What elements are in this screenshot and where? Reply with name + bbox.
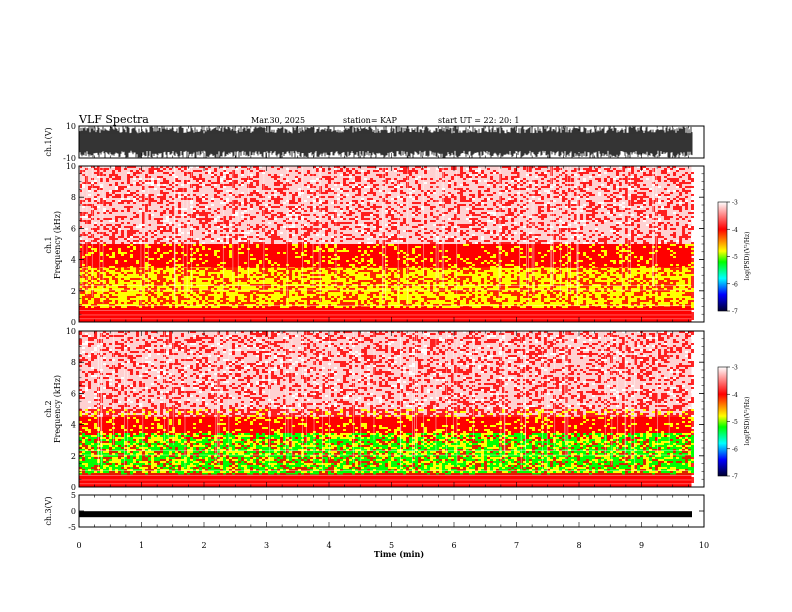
ch1-texture-yellow [79,244,694,308]
cb1-tick-label: -3 [732,200,738,207]
ch3-wave-ytick-label: 5 [71,491,76,500]
x-tick-label: 6 [451,541,456,550]
ch2-texture-green [79,433,694,473]
figure-title: VLF Spectra [78,113,149,126]
cb2-tick-label: -5 [732,419,738,426]
cb2-tick-label: -4 [732,392,738,399]
cb2-tick-label: -7 [732,474,738,481]
ch2-spec-ylabel-ch: ch.2 [44,400,53,417]
ch1-spec-ylabel-ch: ch.1 [44,236,53,253]
ch1-ytick-label: 8 [71,193,76,202]
cb2-gradient [717,366,728,477]
start-time-label: start UT = 22: 20: 1 [438,116,519,125]
x-tick-label: 9 [639,541,644,550]
ch1-ytick-label: 10 [66,162,76,171]
ch1-wave-ytick-label: 10 [66,122,76,131]
ch1-ytick-label: 6 [71,224,76,233]
ch2-ytick-label: 2 [71,452,76,461]
ch3-waveform-panel: -5 0 5 [68,491,705,532]
x-tick-label: 10 [699,541,709,550]
ch2-texture-red [79,331,694,487]
ch3-wave-ylabel: ch.3(V) [44,496,53,525]
cb1-gradient [717,201,728,312]
x-tick-label: 7 [514,541,519,550]
ch2-ytick-label: 6 [71,389,76,398]
time-axis: 0 1 2 3 4 5 6 7 8 9 10 [76,541,709,550]
station-label: station= KAP [343,116,398,125]
ch3-wave-ytick-label: 0 [71,507,76,516]
ch2-ytick-label: 8 [71,358,76,367]
ch1-spectrogram-panel: 0 2 4 6 8 10 [66,162,705,327]
colorbar-ch1: -3 -4 -5 -6 -7 [717,200,738,316]
cb1-tick-label: -6 [732,281,738,288]
ch1-waveform-panel: 10 -10 [63,122,705,163]
cb1-tick-label: -4 [732,227,738,234]
ch1-ytick-label: 2 [71,287,76,296]
ch2-ytick-label: 4 [71,421,76,430]
x-tick-label: 5 [389,541,394,550]
ch1-wave-ytick-label: -10 [63,154,76,163]
cb1-tick-label: -5 [732,254,738,261]
ch1-ytick-label: 4 [71,256,76,265]
x-axis-label: Time (min) [374,549,424,559]
x-tick-label: 1 [139,541,144,550]
ch1-wave-ylabel: ch.1(V) [44,127,53,156]
ch3-wave-ytick-label: -5 [68,523,76,532]
x-tick-label: 4 [326,541,331,550]
ch2-spectrogram-panel: 0 2 4 6 8 10 [66,327,705,492]
ch3-waveform-trace [79,511,692,518]
ch1-ytick-label: 0 [71,318,76,327]
x-tick-label: 8 [576,541,581,550]
cb2-tick-label: -6 [732,446,738,453]
cb2-label: log(PSD)(V²/Hz) [744,397,751,446]
cb1-tick-label: -7 [732,309,738,316]
colorbar-ch2: -3 -4 -5 -6 -7 [717,365,738,481]
ch2-ytick-label: 0 [71,483,76,492]
date-label: Mar.30, 2025 [251,116,305,125]
cb2-tick-label: -3 [732,365,738,372]
ch1-waveform-trace [78,126,693,158]
x-tick-label: 3 [264,541,269,550]
x-tick-label: 2 [201,541,206,550]
ch1-spec-ylabel: Frequency (kHz) [53,211,62,279]
x-tick-label: 0 [76,541,81,550]
cb1-label: log(PSD)(V²/Hz) [744,232,751,281]
ch2-ytick-label: 10 [66,327,76,336]
ch2-spec-ylabel: Frequency (kHz) [53,375,62,443]
